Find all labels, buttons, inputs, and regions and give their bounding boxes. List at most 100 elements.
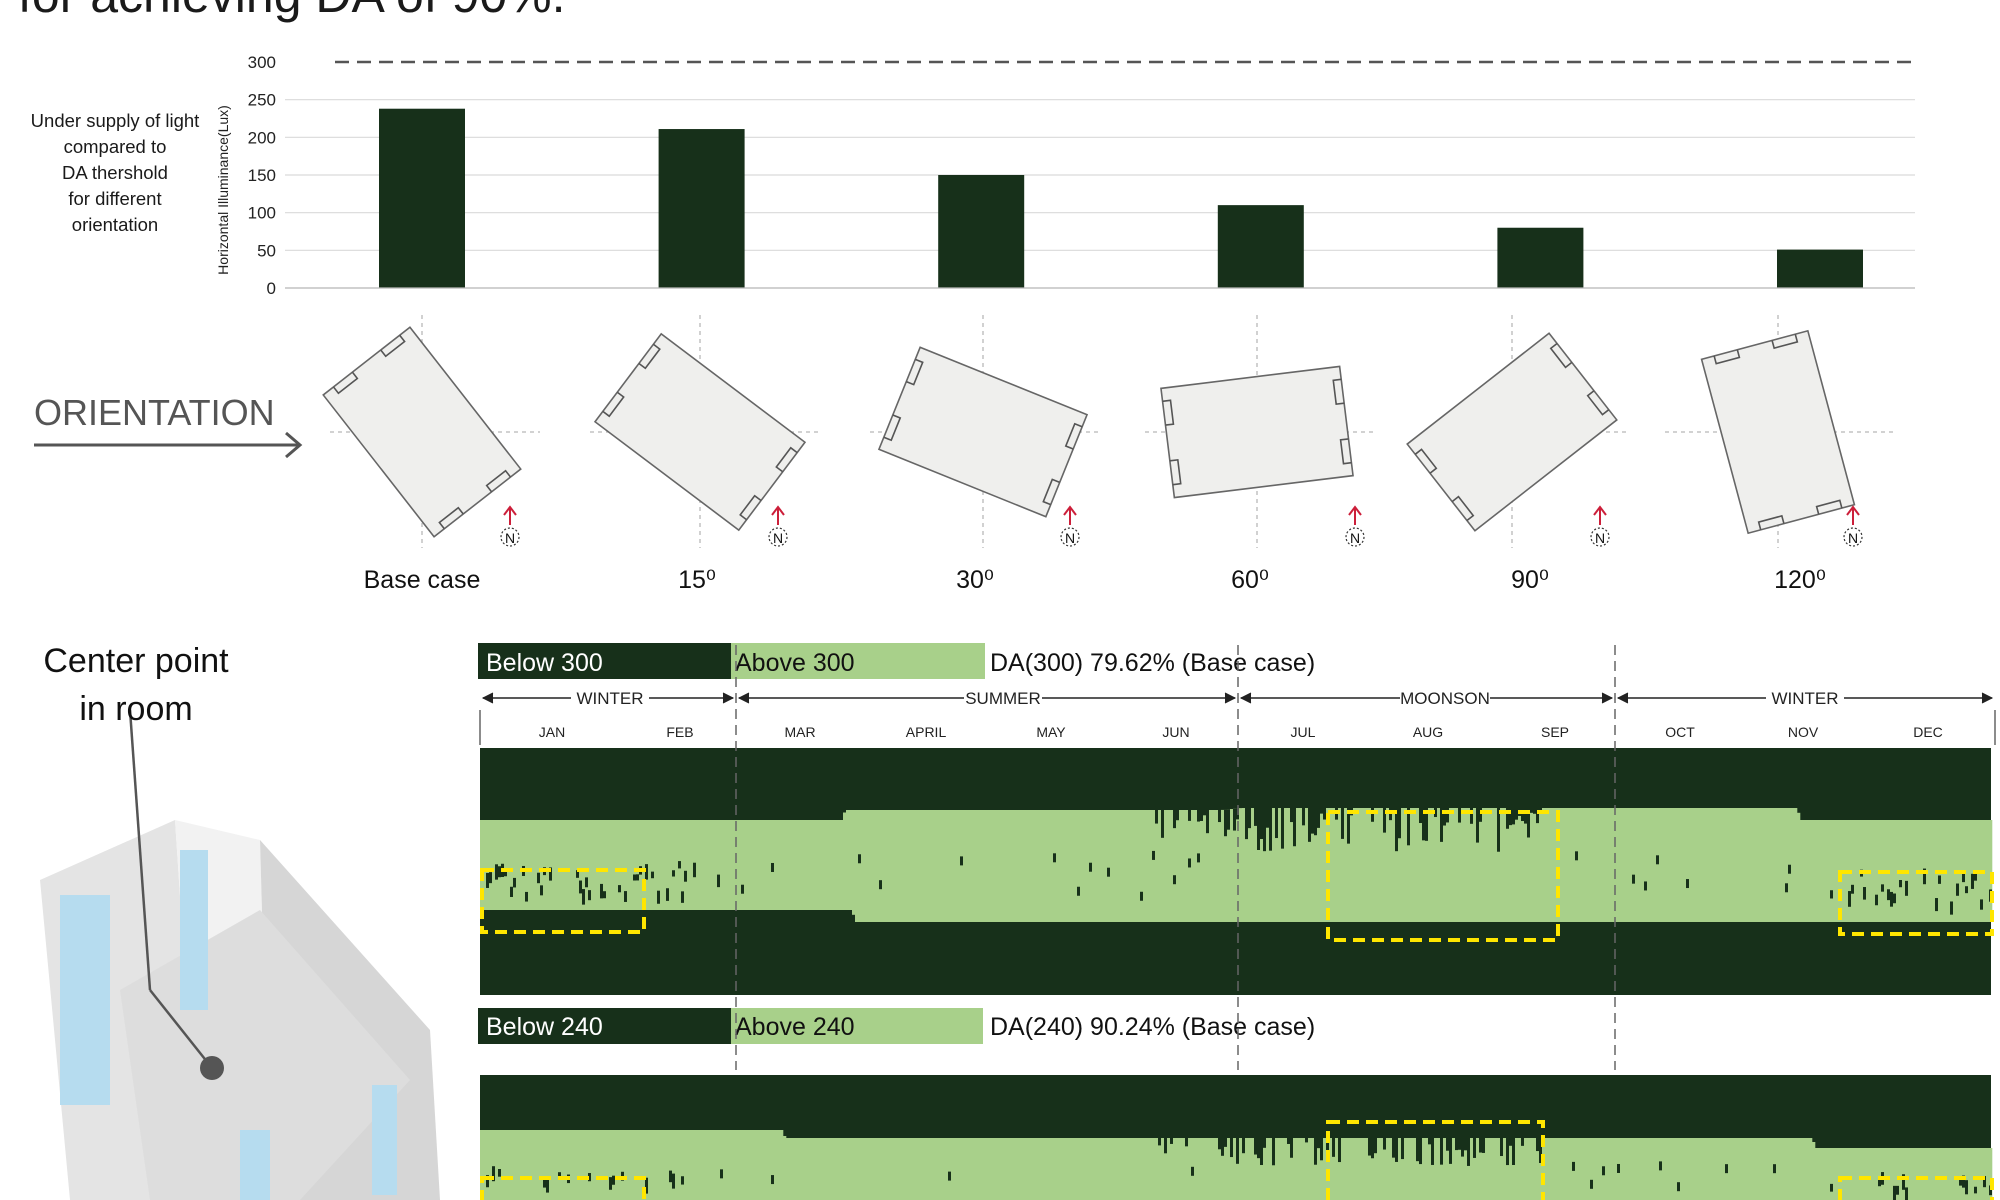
orientation-label: 60⁰ xyxy=(1231,566,1269,594)
heatmap-daylight-band xyxy=(510,820,514,910)
heatmap-daylight-band xyxy=(987,810,991,922)
heatmap-daylight-band xyxy=(1779,1138,1783,1200)
heatmap-daylight-band xyxy=(1542,1138,1546,1200)
heatmap-daylight-band xyxy=(1398,1138,1402,1200)
bar xyxy=(938,175,1025,288)
heatmap-cell-below xyxy=(1923,868,1926,885)
room-label-line: in room xyxy=(79,690,192,728)
heatmap-cell-below xyxy=(1458,808,1461,823)
heatmap-daylight-band xyxy=(843,812,847,910)
heatmap-daylight-band xyxy=(1047,1138,1051,1200)
heatmap-daylight-band xyxy=(1719,1138,1723,1200)
heatmap-daylight-band xyxy=(1944,1148,1948,1200)
heatmap-daylight-band xyxy=(1839,1148,1843,1200)
heatmap-cell-below xyxy=(636,874,639,881)
heatmap-daylight-band xyxy=(1620,808,1624,922)
heatmap-daylight-band xyxy=(1722,808,1726,922)
highlight-box xyxy=(1838,870,1994,936)
heatmap-daylight-band xyxy=(1683,808,1687,922)
heatmap-cell-below xyxy=(1479,808,1482,822)
heatmap-daylight-band xyxy=(693,1130,697,1200)
heatmap-daylight-band xyxy=(873,810,877,922)
heatmap-cell-below xyxy=(1461,1138,1464,1157)
heatmap-cell-below xyxy=(1878,1179,1881,1187)
heatmap-daylight-band xyxy=(1233,1138,1237,1200)
heatmap-daylight-band xyxy=(561,820,565,910)
heatmap-daylight-band xyxy=(768,820,772,910)
heatmap-cell-below xyxy=(1158,1138,1161,1146)
heatmap-daylight-band xyxy=(786,1138,790,1200)
heatmap-daylight-band xyxy=(1959,1148,1963,1200)
heatmap-daylight-band xyxy=(1101,810,1105,922)
heatmap-daylight-band xyxy=(690,1130,694,1200)
heatmap-daylight-band xyxy=(810,820,814,910)
heatmap-daylight-band xyxy=(1932,1148,1936,1200)
heatmap-daylight-band xyxy=(738,820,742,910)
heatmap-daylight-band xyxy=(1035,1138,1039,1200)
heatmap-daylight-band xyxy=(1563,808,1567,922)
heatmap-daylight-band xyxy=(1650,1138,1654,1200)
heatmap-daylight-band xyxy=(1605,808,1609,922)
heatmap-daylight-band xyxy=(1020,810,1024,922)
heatmap-daylight-band xyxy=(948,810,952,922)
heatmap-daylight-band xyxy=(768,1130,772,1200)
heatmap-daylight-band xyxy=(1584,808,1588,922)
heatmap-daylight-band xyxy=(612,1130,616,1200)
heatmap-cell-below xyxy=(1506,808,1509,829)
window-notch xyxy=(1757,514,1785,531)
heatmap-daylight-band xyxy=(1623,1138,1627,1200)
heatmap-daylight-band xyxy=(831,1138,835,1200)
heatmap-daylight-band xyxy=(1515,808,1519,922)
heatmap-daylight-band xyxy=(594,820,598,910)
heatmap-daylight-band xyxy=(1686,1138,1690,1200)
heatmap-daylight-band xyxy=(1752,808,1756,922)
heatmap-daylight-band xyxy=(588,820,592,910)
heatmap-daylight-band xyxy=(1248,1138,1252,1200)
heatmap-daylight-band xyxy=(1203,810,1207,922)
heatmap-daylight-band xyxy=(1026,1138,1030,1200)
heatmap-daylight-band xyxy=(666,1130,670,1200)
heatmap-daylight-band xyxy=(504,1130,508,1200)
heatmap-daylight-band xyxy=(519,1130,523,1200)
heatmap-cell-below xyxy=(1218,1138,1221,1150)
heatmap-daylight-band xyxy=(1293,1138,1297,1200)
heatmap-daylight-band xyxy=(1509,1138,1513,1200)
heatmap-daylight-band xyxy=(1827,820,1831,922)
heatmap-daylight-band xyxy=(1428,808,1432,922)
heatmap-daylight-band xyxy=(846,810,850,910)
heatmap-daylight-band xyxy=(1446,1138,1450,1200)
heatmap-daylight-band xyxy=(696,820,700,910)
heatmap-daylight-band xyxy=(1902,1148,1906,1200)
heatmap-cell-below xyxy=(1863,887,1866,900)
heatmap-daylight-band xyxy=(858,1138,862,1200)
heatmap-daylight-band xyxy=(654,820,658,910)
window-notch xyxy=(380,334,406,358)
heatmap-daylight-band xyxy=(783,1136,787,1200)
heatmap-daylight-band xyxy=(660,820,664,910)
heatmap-daylight-band xyxy=(1914,820,1918,922)
heatmap-cell-below xyxy=(585,877,588,888)
heatmap-daylight-band xyxy=(762,820,766,910)
heatmap-daylight-band xyxy=(1461,808,1465,922)
north-compass-icon xyxy=(500,527,520,547)
heatmap-daylight-band xyxy=(1458,1138,1462,1200)
heatmap-daylight-band xyxy=(963,810,967,922)
heatmap-daylight-band xyxy=(1164,1138,1168,1200)
heatmap-daylight-band xyxy=(1461,1138,1465,1200)
heatmap-daylight-band xyxy=(1137,1138,1141,1200)
heatmap-daylight-band xyxy=(780,1130,784,1200)
heatmap-daylight-band xyxy=(1221,809,1225,922)
heatmap-daylight-band xyxy=(1245,1138,1249,1200)
heatmap-daylight-band xyxy=(933,1138,937,1200)
heatmap-daylight-band xyxy=(930,810,934,922)
heatmap-cell-below xyxy=(1257,1138,1260,1159)
heatmap-cell-below xyxy=(681,891,684,903)
heatmap-cell-below xyxy=(1383,1138,1386,1150)
heatmap-daylight-band xyxy=(828,820,832,910)
heatmap-daylight-band xyxy=(711,1130,715,1200)
heatmap-daylight-band xyxy=(651,1130,655,1200)
heatmap-daylight-band xyxy=(591,1130,595,1200)
heatmap-cell-below xyxy=(1536,808,1539,824)
heatmap-daylight-band xyxy=(1395,1138,1399,1200)
heatmap-daylight-band xyxy=(1833,820,1837,922)
